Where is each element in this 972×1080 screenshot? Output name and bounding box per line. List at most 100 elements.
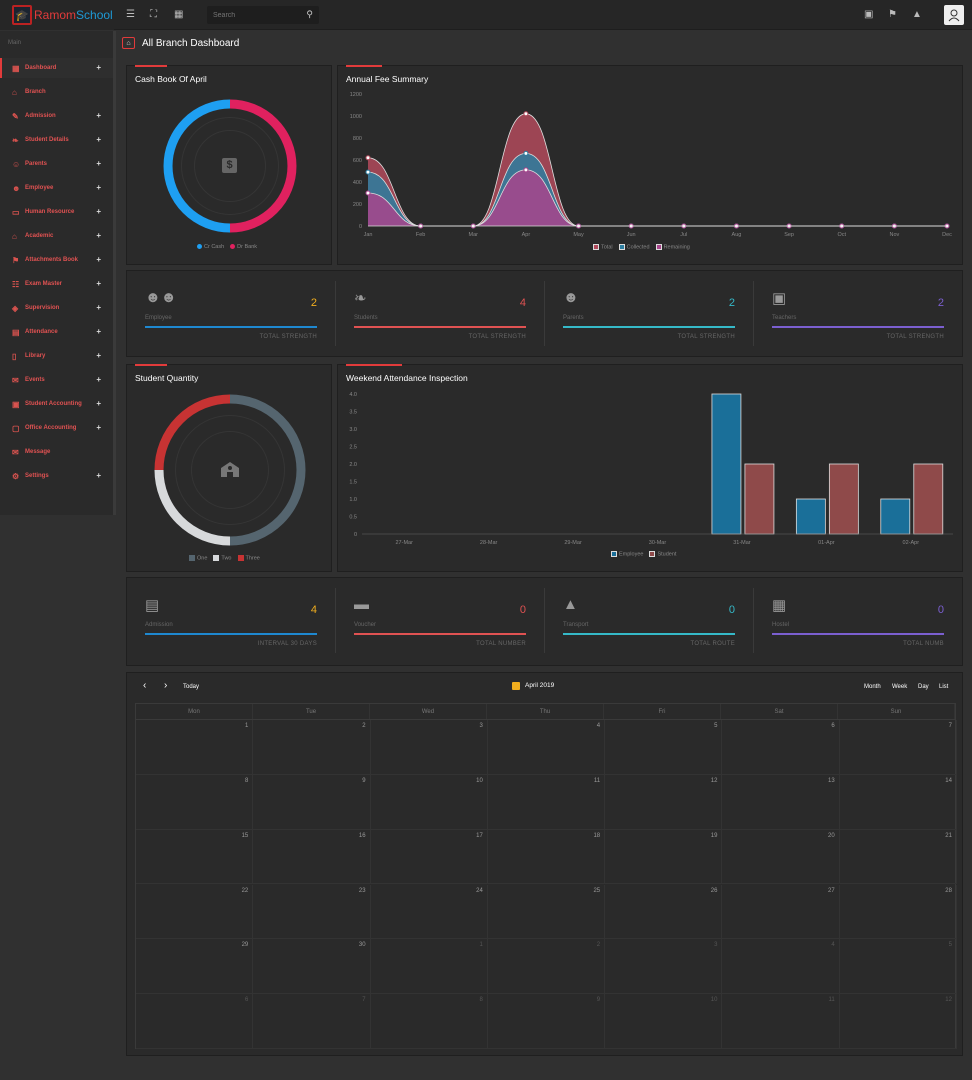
- flag-icon[interactable]: ⚑: [888, 9, 897, 20]
- calendar-day-cell[interactable]: 25: [487, 884, 606, 940]
- sidebar-item-exam-master[interactable]: ☷ Exam Master +: [0, 274, 113, 294]
- brand-logo[interactable]: 🎓 RamomSchool: [0, 0, 114, 30]
- bar-employee[interactable]: [711, 393, 742, 535]
- expand-icon[interactable]: +: [96, 303, 101, 312]
- view-week-button[interactable]: Week: [892, 684, 908, 690]
- expand-icon[interactable]: +: [96, 279, 101, 288]
- calendar-day-cell[interactable]: 6: [136, 994, 254, 1049]
- calendar-day-cell[interactable]: 21: [839, 829, 957, 885]
- sidebar-item-library[interactable]: ▯ Library +: [0, 346, 113, 366]
- calendar-day-cell[interactable]: 10: [605, 994, 723, 1049]
- calendar-day-cell[interactable]: 7: [253, 994, 371, 1049]
- bar-student[interactable]: [913, 463, 944, 535]
- calendar-day-cell[interactable]: 14: [839, 774, 957, 830]
- bell-icon[interactable]: ▲: [912, 9, 922, 20]
- data-point-remaining[interactable]: [365, 190, 371, 196]
- calendar-day-cell[interactable]: 26: [605, 884, 723, 940]
- fullscreen-icon[interactable]: ⛶: [150, 9, 157, 20]
- sidebar-item-attendance[interactable]: ▤ Attendance +: [0, 322, 113, 342]
- calendar-day-cell[interactable]: 3: [370, 720, 488, 775]
- sidebar-item-academic[interactable]: ⌂ Academic +: [0, 226, 113, 246]
- expand-icon[interactable]: +: [96, 471, 101, 480]
- sidebar-item-supervision[interactable]: ◈ Supervision +: [0, 298, 113, 318]
- calendar-day-cell[interactable]: 15: [136, 829, 254, 885]
- calendar-prev-button[interactable]: ‹: [143, 680, 147, 691]
- view-list-button[interactable]: List: [939, 684, 949, 690]
- expand-icon[interactable]: +: [96, 111, 101, 120]
- menu-icon[interactable]: ☰: [126, 9, 135, 20]
- calendar-day-cell[interactable]: 2: [253, 720, 371, 775]
- calendar-day-cell[interactable]: 10: [370, 774, 488, 830]
- calendar-day-cell[interactable]: 9: [487, 994, 606, 1049]
- calendar-day-cell[interactable]: 27: [722, 884, 840, 940]
- calendar-day-cell[interactable]: 11: [487, 774, 606, 830]
- calendar-day-cell[interactable]: 24: [370, 884, 488, 940]
- search-icon[interactable]: ⚲: [306, 9, 313, 19]
- student-quantity-slice-three[interactable]: [154, 394, 231, 471]
- calendar-day-cell[interactable]: 3: [605, 939, 723, 995]
- expand-icon[interactable]: +: [96, 159, 101, 168]
- calendar-today-button[interactable]: Today: [183, 684, 200, 690]
- sidebar-item-student-details[interactable]: ❧ Student Details +: [0, 130, 113, 150]
- sidebar-item-attachments-book[interactable]: ⚑ Attachments Book +: [0, 250, 113, 270]
- sidebar-item-settings[interactable]: ⚙ Settings +: [0, 466, 113, 486]
- view-day-button[interactable]: Day: [918, 684, 929, 690]
- data-point-remaining[interactable]: [523, 167, 529, 173]
- sidebar-item-admission[interactable]: ✎ Admission +: [0, 106, 113, 126]
- calendar-day-cell[interactable]: 17: [370, 829, 488, 885]
- search-input[interactable]: [213, 9, 303, 21]
- calendar-day-cell[interactable]: 7: [839, 720, 957, 775]
- expand-icon[interactable]: +: [96, 135, 101, 144]
- calendar-day-cell[interactable]: 29: [136, 939, 254, 995]
- data-point-total[interactable]: [365, 155, 371, 161]
- calendar-day-cell[interactable]: 28: [839, 884, 957, 940]
- calendar-day-cell[interactable]: 19: [605, 829, 723, 885]
- calendar-next-button[interactable]: ›: [164, 680, 168, 691]
- expand-icon[interactable]: +: [96, 231, 101, 240]
- sidebar-item-employee[interactable]: ☻ Employee +: [0, 178, 113, 198]
- calendar-day-cell[interactable]: 18: [487, 829, 606, 885]
- view-month-button[interactable]: Month: [864, 684, 881, 690]
- expand-icon[interactable]: +: [96, 207, 101, 216]
- calendar-day-cell[interactable]: 8: [370, 994, 488, 1049]
- calendar-day-cell[interactable]: 23: [253, 884, 371, 940]
- calendar-icon[interactable]: ▣: [864, 9, 874, 20]
- bar-student[interactable]: [744, 463, 775, 535]
- calendar-day-cell[interactable]: 9: [253, 774, 371, 830]
- calendar-day-cell[interactable]: 1: [136, 720, 254, 775]
- calendar-day-cell[interactable]: 11: [722, 994, 840, 1049]
- expand-icon[interactable]: +: [96, 399, 101, 408]
- calendar-day-cell[interactable]: 22: [136, 884, 254, 940]
- apps-grid-icon[interactable]: ▦: [174, 9, 184, 20]
- calendar-day-cell[interactable]: 1: [370, 939, 488, 995]
- calendar-day-cell[interactable]: 13: [722, 774, 840, 830]
- bar-employee[interactable]: [795, 498, 826, 535]
- bar-employee[interactable]: [880, 498, 911, 535]
- bar-student[interactable]: [828, 463, 859, 535]
- calendar-day-cell[interactable]: 2: [487, 939, 606, 995]
- data-point-collected[interactable]: [523, 150, 529, 156]
- expand-icon[interactable]: +: [96, 375, 101, 384]
- calendar-day-cell[interactable]: 5: [605, 720, 723, 775]
- sidebar-item-message[interactable]: ✉ Message: [0, 442, 113, 462]
- expand-icon[interactable]: +: [96, 423, 101, 432]
- expand-icon[interactable]: +: [96, 255, 101, 264]
- calendar-day-cell[interactable]: 5: [839, 939, 957, 995]
- sidebar-item-parents[interactable]: ☺ Parents +: [0, 154, 113, 174]
- calendar-day-cell[interactable]: 16: [253, 829, 371, 885]
- data-point-total[interactable]: [523, 111, 529, 117]
- calendar-day-cell[interactable]: 4: [487, 720, 606, 775]
- sidebar-item-human-resource[interactable]: ▭ Human Resource +: [0, 202, 113, 222]
- calendar-day-cell[interactable]: 8: [136, 774, 254, 830]
- sidebar-item-branch[interactable]: ⌂ Branch: [0, 82, 113, 102]
- sidebar-item-student-accounting[interactable]: ▣ Student Accounting +: [0, 394, 113, 414]
- calendar-day-cell[interactable]: 30: [253, 939, 371, 995]
- data-point-collected[interactable]: [365, 169, 371, 175]
- calendar-day-cell[interactable]: 6: [722, 720, 840, 775]
- expand-icon[interactable]: +: [96, 63, 101, 72]
- student-quantity-slice-two[interactable]: [154, 469, 231, 546]
- student-quantity-slice-one[interactable]: [229, 394, 306, 546]
- cashbook-slice-cr-cash[interactable]: [163, 99, 231, 233]
- sidebar-item-events[interactable]: ✉ Events +: [0, 370, 113, 390]
- expand-icon[interactable]: +: [96, 183, 101, 192]
